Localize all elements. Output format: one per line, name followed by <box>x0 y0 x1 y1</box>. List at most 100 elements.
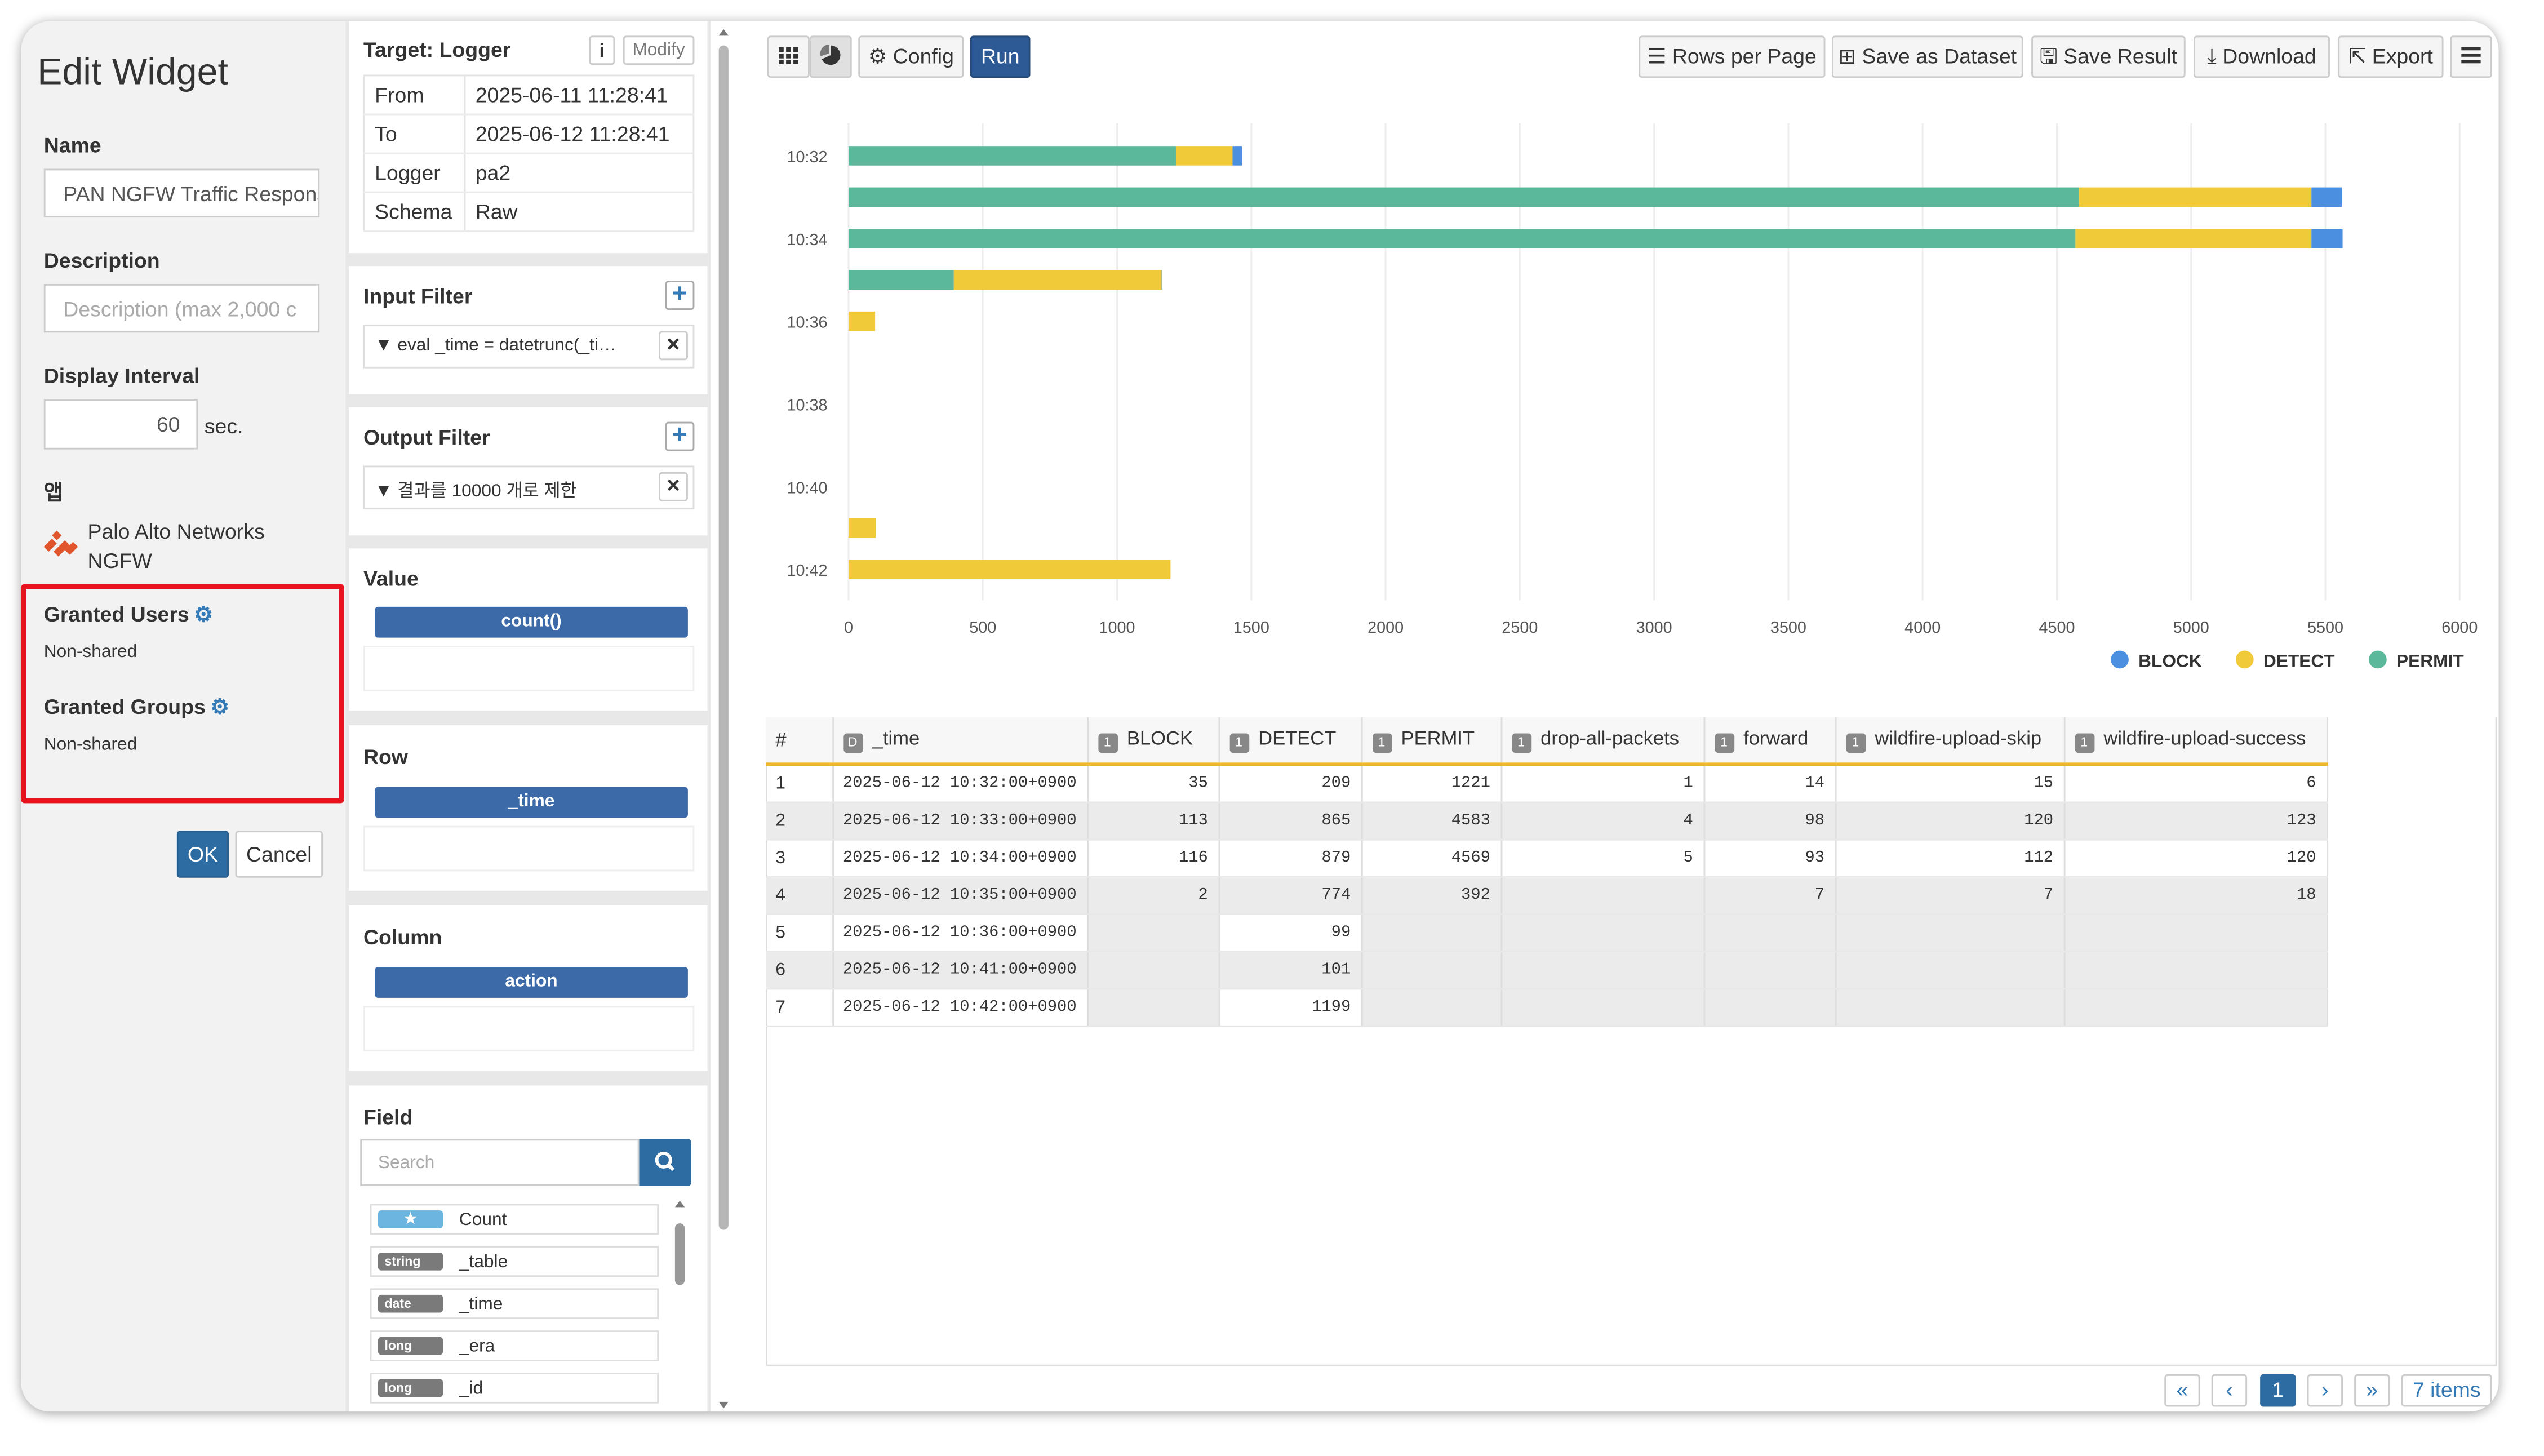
cancel-button[interactable]: Cancel <box>235 831 323 878</box>
field-item[interactable]: long _id <box>370 1373 659 1404</box>
rows-per-page-button[interactable]: ☰ Rows per Page <box>1639 35 1826 78</box>
run-button[interactable]: Run <box>970 35 1031 78</box>
table-cell: 120 <box>1835 802 2065 841</box>
column-header[interactable]: D _time <box>832 717 1088 766</box>
target-title: Target: Logger <box>363 37 511 62</box>
row-drop-zone[interactable] <box>363 825 695 872</box>
column-header[interactable]: 1 wildfire-upload-skip <box>1835 717 2065 766</box>
table-cell <box>1835 989 2065 1027</box>
table-cell: 2025-06-12 10:34:00+0900 <box>832 840 1088 878</box>
column-header[interactable]: 1 PERMIT <box>1361 717 1502 766</box>
y-tick-label: 10:38 <box>787 397 828 415</box>
field-item[interactable]: long _era <box>370 1330 659 1361</box>
panel-scrollbar-thumb[interactable] <box>718 45 729 1230</box>
field-search-input[interactable]: Search <box>360 1139 640 1186</box>
download-button[interactable]: ⤓ Download <box>2194 35 2330 78</box>
table-cell: 93 <box>1703 840 1836 878</box>
save-as-dataset-button[interactable]: ⊞ Save as Dataset <box>1831 35 2023 78</box>
x-tick-label: 2500 <box>1502 619 1538 637</box>
info-button[interactable]: i <box>589 35 615 65</box>
field-type-badge: string <box>378 1252 443 1271</box>
input-filter-text: eval _time = datetrunc(_ti… <box>397 336 616 356</box>
grid-view-button[interactable] <box>767 35 810 78</box>
table-cell: 98 <box>1703 802 1836 841</box>
column-header-label: drop-all-packets <box>1540 727 1680 750</box>
prev-page-button[interactable]: ‹ <box>2211 1374 2248 1407</box>
gear-icon[interactable]: ⚙ <box>210 694 229 719</box>
legend-item-block[interactable]: BLOCK <box>2111 650 2202 672</box>
chart-view-button[interactable] <box>809 35 852 78</box>
column-pill[interactable]: action <box>375 967 688 998</box>
input-filter-item[interactable]: ▼ eval _time = datetrunc(_ti… ✕ <box>363 324 695 369</box>
input-filter-title: Input Filter <box>363 283 473 309</box>
add-input-filter-button[interactable]: + <box>665 281 695 310</box>
table-cell <box>1500 914 1705 953</box>
x-tick-label: 4000 <box>1904 619 1941 637</box>
value-drop-zone[interactable] <box>363 646 695 691</box>
table-row[interactable]: 4 2025-06-12 10:35:00+0900 2 774 392 7 7 18 <box>766 877 2328 916</box>
field-name: Count <box>459 1210 507 1230</box>
column-header[interactable]: # <box>766 717 833 766</box>
column-header[interactable]: 1 BLOCK <box>1087 717 1220 766</box>
menu-button[interactable] <box>2450 35 2492 78</box>
table-row[interactable]: 7 2025-06-12 10:42:00+0900 1199 <box>766 989 2328 1027</box>
table-row[interactable]: 6 2025-06-12 10:41:00+0900 101 <box>766 951 2328 990</box>
app-name: Palo Alto Networks NGFW <box>87 519 265 573</box>
column-header[interactable]: 1 DETECT <box>1218 717 1362 766</box>
field-item[interactable]: ★ Count <box>370 1204 659 1235</box>
field-list-scrollbar[interactable] <box>670 1197 690 1411</box>
name-input[interactable]: PAN NGFW Traffic Response <box>43 168 320 217</box>
table-row[interactable]: 3 2025-06-12 10:34:00+0900 116 879 4569 5 93 11… <box>766 840 2328 878</box>
remove-output-filter-button[interactable]: ✕ <box>659 472 688 501</box>
save-result-label: Save Result <box>2063 43 2177 68</box>
output-filter-item[interactable]: ▼ 결과를 10000 개로 제한 ✕ <box>363 465 695 510</box>
column-type-icon: 1 <box>1845 733 1866 753</box>
column-type-icon: D <box>842 733 863 753</box>
target-info-key: Logger <box>364 153 466 193</box>
first-page-button[interactable]: « <box>2164 1374 2200 1407</box>
column-header[interactable]: 1 wildfire-upload-success <box>2063 717 2328 766</box>
filter-icon: ▼ <box>375 336 393 356</box>
config-button[interactable]: ⚙ Config <box>858 35 964 78</box>
display-interval-input[interactable]: 60 <box>43 399 198 450</box>
value-pill[interactable]: count() <box>375 606 688 638</box>
field-item[interactable]: string _table <box>370 1246 659 1277</box>
column-header[interactable]: 1 forward <box>1703 717 1836 766</box>
palo-alto-logo-icon <box>43 530 78 557</box>
export-icon: ⇱ <box>2348 43 2372 68</box>
table-row[interactable]: 1 2025-06-12 10:32:00+0900 35 209 1221 1 14 15 6 <box>766 764 2328 804</box>
row-pill[interactable]: _time <box>375 787 688 818</box>
column-header[interactable]: 1 drop-all-packets <box>1500 717 1705 766</box>
legend-item-permit[interactable]: PERMIT <box>2369 650 2464 672</box>
bar-segment-block <box>2311 187 2342 207</box>
next-page-button[interactable]: › <box>2307 1374 2343 1407</box>
remove-input-filter-button[interactable]: ✕ <box>659 331 688 361</box>
legend-label: DETECT <box>2263 652 2335 672</box>
column-drop-zone[interactable] <box>363 1006 695 1051</box>
gear-icon[interactable]: ⚙ <box>194 602 213 627</box>
table-row[interactable]: 2 2025-06-12 10:33:00+0900 113 865 4583 4 98 12… <box>766 802 2328 841</box>
table-row[interactable]: 5 2025-06-12 10:36:00+0900 99 <box>766 914 2328 953</box>
table-cell <box>1087 989 1220 1027</box>
bar-segment-permit <box>848 187 2080 207</box>
column-header-label: _time <box>872 727 920 750</box>
search-button[interactable] <box>639 1139 691 1186</box>
field-item[interactable]: date _time <box>370 1288 659 1320</box>
target-info-value: 2025-06-12 11:28:41 <box>464 114 694 154</box>
save-result-button[interactable]: 🖫 Save Result <box>2031 35 2186 78</box>
add-output-filter-button[interactable]: + <box>665 421 695 451</box>
panel-scrollbar[interactable] <box>713 21 734 1412</box>
last-page-button[interactable]: » <box>2354 1374 2390 1407</box>
table-cell: 14 <box>1703 764 1836 804</box>
current-page[interactable]: 1 <box>2260 1374 2296 1407</box>
ok-button[interactable]: OK <box>176 831 229 878</box>
legend-label: PERMIT <box>2396 652 2464 672</box>
legend-item-detect[interactable]: DETECT <box>2235 650 2335 672</box>
table-cell: 120 <box>2063 840 2328 878</box>
description-input[interactable]: Description (max 2,000 c <box>43 283 320 333</box>
export-button[interactable]: ⇱ Export <box>2338 35 2444 78</box>
bar-segment-detect <box>2079 187 2312 207</box>
grid-icon <box>779 47 798 64</box>
modify-button[interactable]: Modify <box>623 35 695 65</box>
table-cell <box>1500 951 1705 990</box>
